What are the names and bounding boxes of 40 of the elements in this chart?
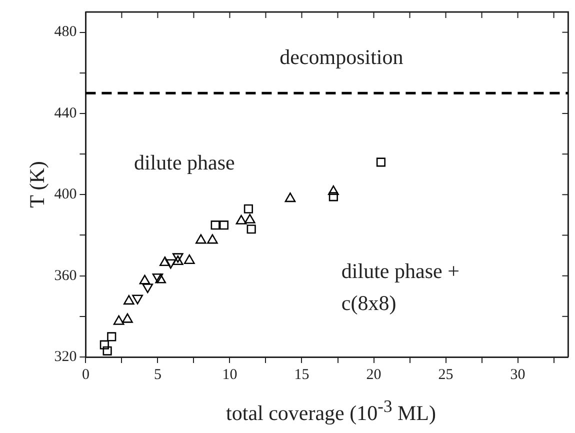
point xyxy=(236,214,247,224)
annotation: dilute phase xyxy=(134,150,235,174)
y-axis-title: T (K) xyxy=(25,161,50,208)
y-tick-label: 440 xyxy=(54,105,77,122)
point xyxy=(139,274,150,284)
x-axis-title: total coverage (10$^{-3}$ ML) xyxy=(225,396,437,426)
annotation: decomposition xyxy=(280,45,404,70)
point xyxy=(196,234,206,244)
y-tick-label: 360 xyxy=(54,268,77,284)
point xyxy=(244,204,253,214)
annotation: dilute phase + c(8x8) xyxy=(341,258,460,315)
point xyxy=(113,315,124,325)
point xyxy=(207,234,218,244)
x-tick-label: 0 xyxy=(82,366,90,383)
x-tick-label: 5 xyxy=(154,366,162,383)
point xyxy=(284,192,296,202)
point xyxy=(102,346,112,356)
x-tick-label: 15 xyxy=(294,366,310,383)
point xyxy=(123,295,134,305)
point xyxy=(107,332,116,342)
x-tick-label: 30 xyxy=(510,366,526,383)
point xyxy=(160,256,170,266)
point xyxy=(184,254,195,264)
point xyxy=(244,214,256,224)
point xyxy=(219,220,229,230)
point xyxy=(328,185,339,196)
point xyxy=(100,340,109,350)
y-tick-label: 480 xyxy=(54,24,77,40)
point xyxy=(172,255,184,266)
y-tick-label: 400 xyxy=(54,186,77,203)
x-tick-label: 10 xyxy=(222,366,238,383)
x-tick-label: 20 xyxy=(366,366,382,383)
point xyxy=(376,158,386,167)
x-tick-label: 25 xyxy=(438,366,454,383)
point xyxy=(155,274,166,284)
point xyxy=(246,224,256,234)
y-tick-label: 320 xyxy=(54,348,77,365)
point xyxy=(122,313,133,323)
point xyxy=(210,220,220,230)
point xyxy=(328,192,338,202)
